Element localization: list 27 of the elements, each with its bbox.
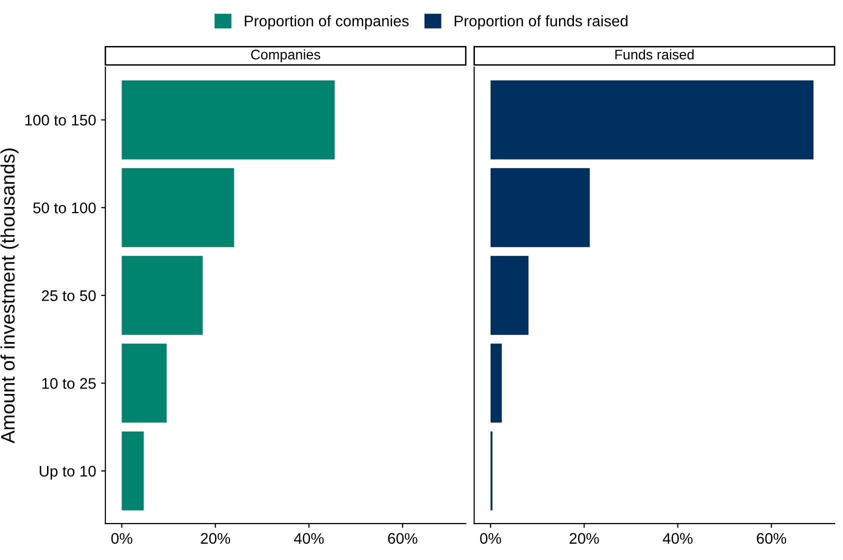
y-tick-label: 50 to 100 xyxy=(33,202,96,214)
y-tick-label: 10 to 25 xyxy=(42,378,96,389)
bar xyxy=(122,168,234,248)
legend-label: Proportion of companies xyxy=(244,15,409,30)
chart-title: Funds raised xyxy=(615,49,694,60)
y-tick-label: 25 to 50 xyxy=(42,290,96,302)
bar xyxy=(490,256,528,335)
y-axis-title: Amount of investment (thousands) xyxy=(0,148,19,444)
bar xyxy=(490,168,590,248)
x-tick-label: 20% xyxy=(570,533,599,544)
x-tick-label: 20% xyxy=(200,533,230,544)
chart-title: Companies xyxy=(251,49,320,62)
x-tick-label: 40% xyxy=(294,533,324,544)
x-tick-label: 0% xyxy=(480,533,502,544)
y-tick-label: 100 to 150 xyxy=(25,114,96,126)
bar xyxy=(122,431,144,510)
bar xyxy=(122,256,203,335)
x-tick-label: 60% xyxy=(388,533,418,544)
bar xyxy=(122,344,167,423)
x-tick-label: 0% xyxy=(111,533,132,544)
bar xyxy=(122,80,335,160)
x-tick-label: 60% xyxy=(756,533,786,544)
x-tick-label: 40% xyxy=(662,533,693,544)
bar xyxy=(490,344,502,423)
y-tick-label: Up to 10 xyxy=(40,466,96,480)
legend-label: Proportion of funds raised xyxy=(454,15,628,30)
bar xyxy=(490,80,814,160)
